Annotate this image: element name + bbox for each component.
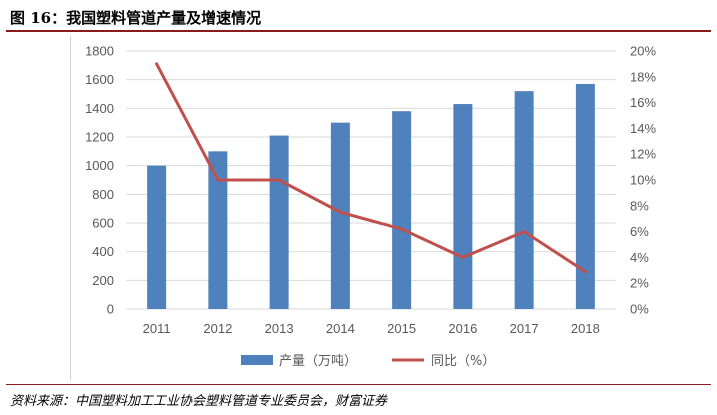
y-left-tick-label: 1800 [85, 44, 114, 59]
x-tick-label: 2012 [203, 321, 232, 336]
bar [147, 165, 167, 309]
x-tick-label: 2015 [387, 321, 416, 336]
series-line [155, 62, 587, 274]
line-point [155, 62, 159, 66]
y-left-tick-label: 1600 [85, 72, 114, 87]
x-axis: 2011 2012 2013 2014 2015 2016 2017 2018 [143, 321, 600, 336]
line-point [461, 255, 465, 259]
bar [514, 91, 534, 309]
x-tick-label: 2013 [265, 321, 294, 336]
source-bar: 资料来源：中国塑料加工工业协会塑料管道专业委员会，财富证券 [6, 384, 711, 411]
legend: 产量（万吨） 同比（%） [241, 354, 495, 369]
figure-title: 图 16：我国塑料管道产量及增速情况 [10, 9, 262, 27]
line-series [155, 62, 587, 274]
y-right-tick-label: 10% [630, 173, 656, 188]
gridlines [126, 50, 616, 310]
bar [208, 151, 228, 309]
bar [392, 111, 412, 309]
x-tick-label: 2016 [448, 321, 477, 336]
y-left-tick-label: 0 [107, 302, 114, 317]
line-point [400, 227, 404, 231]
y-right-tick-label: 18% [630, 69, 656, 84]
y-axis-left: 0 200 400 600 800 1000 1200 1400 1600 1800 [85, 44, 114, 317]
bar [575, 83, 595, 309]
line-point [522, 230, 526, 234]
legend-swatch-bar [241, 355, 273, 365]
bar [453, 104, 473, 310]
bar [269, 135, 289, 309]
y-left-tick-label: 600 [92, 216, 114, 231]
y-left-tick-label: 1400 [85, 101, 114, 116]
bar-series [147, 83, 595, 310]
line-point [277, 178, 281, 182]
y-left-tick-label: 200 [92, 273, 114, 288]
line-point [583, 270, 587, 274]
y-right-tick-label: 14% [630, 121, 656, 136]
x-tick-label: 2018 [571, 321, 600, 336]
x-tick-label: 2014 [326, 321, 355, 336]
y-left-tick-label: 1200 [85, 130, 114, 145]
x-tick-label: 2017 [510, 321, 539, 336]
y-right-tick-label: 12% [630, 147, 656, 162]
title-bar: 图 16：我国塑料管道产量及增速情况 [6, 6, 711, 32]
legend-label-bar: 产量（万吨） [279, 354, 357, 369]
y-right-tick-label: 4% [630, 250, 649, 265]
y-right-tick-label: 8% [630, 198, 649, 213]
y-right-tick-label: 16% [630, 95, 656, 110]
y-axis-right: 0% 2% 4% 6% 8% 10% 12% 14% 16% 18% 20% [630, 44, 656, 317]
y-right-tick-label: 2% [630, 276, 649, 291]
bar [330, 122, 350, 310]
line-point [338, 210, 342, 214]
legend-label-line: 同比（%） [431, 354, 495, 369]
chart: 0 200 400 600 800 1000 1200 1400 1600 1800 0% 2% 4%… [85, 44, 656, 370]
y-right-tick-label: 20% [630, 44, 656, 59]
y-left-tick-label: 800 [92, 187, 114, 202]
line-point [216, 178, 220, 182]
source-note: 资料来源：中国塑料加工工业协会塑料管道专业委员会，财富证券 [10, 394, 388, 409]
y-right-tick-label: 0% [630, 302, 649, 317]
y-left-tick-label: 400 [92, 244, 114, 259]
y-left-tick-label: 1000 [85, 158, 114, 173]
x-tick-label: 2011 [143, 321, 171, 336]
y-right-tick-label: 6% [630, 224, 649, 239]
chart-frame: 0 200 400 600 800 1000 1200 1400 1600 1800 0% 2% 4%… [70, 36, 712, 380]
